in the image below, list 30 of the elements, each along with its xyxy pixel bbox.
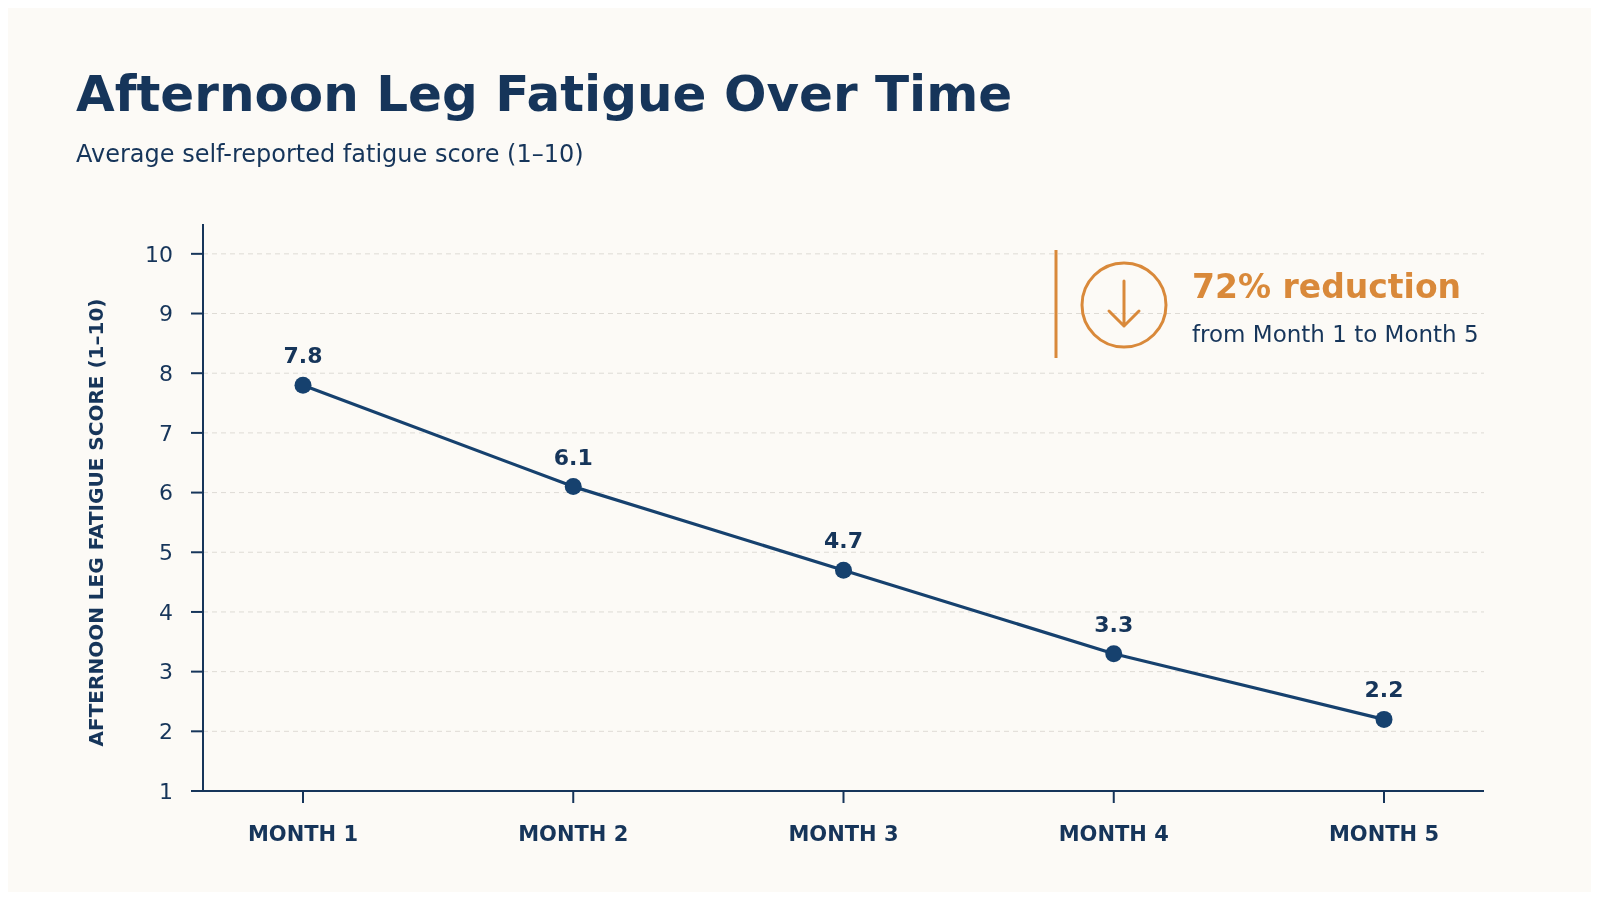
x-tick-label: MONTH 1 (247, 822, 359, 846)
data-label: 4.7 (824, 528, 863, 554)
y-tick-label: 7 (159, 420, 173, 446)
x-tick-label: MONTH 4 (1058, 822, 1169, 846)
y-tick-label: 1 (159, 778, 173, 804)
chart-title: Afternoon Leg Fatigue Over Time (76, 65, 1013, 123)
data-label: 3.3 (1094, 611, 1134, 637)
point (1375, 710, 1393, 728)
point (835, 561, 852, 579)
y-tick-label: 3 (159, 659, 173, 685)
x-tick-label: MONTH 2 (518, 822, 629, 846)
y-axis-title: AFTERNOON LEG FATIGUE SCORE (1–10) (84, 298, 108, 747)
y-tick-label: 8 (159, 360, 173, 386)
y-tick-label: 5 (159, 539, 173, 565)
y-tick-label: 2 (159, 719, 173, 745)
y-tick-label: 9 (159, 301, 173, 327)
data-label: 7.8 (283, 343, 323, 369)
point (294, 376, 312, 394)
x-tick-label: MONTH 3 (788, 822, 899, 846)
chart-subtitle: Average self-reported fatigue score (1–10) (76, 140, 584, 168)
x-tick-label: MONTH 5 (1328, 822, 1440, 846)
y-tick-label: 4 (159, 599, 173, 625)
point (1105, 645, 1123, 663)
data-label: 6.1 (553, 444, 593, 470)
annotation: from Month 1 to Month 5 (1192, 321, 1479, 347)
y-tick-label: 10 (145, 241, 173, 267)
y-tick-label: 6 (159, 480, 173, 506)
data-label: 2.2 (1364, 677, 1404, 703)
annotation: 72% reduction (1192, 267, 1462, 306)
point (564, 478, 582, 496)
